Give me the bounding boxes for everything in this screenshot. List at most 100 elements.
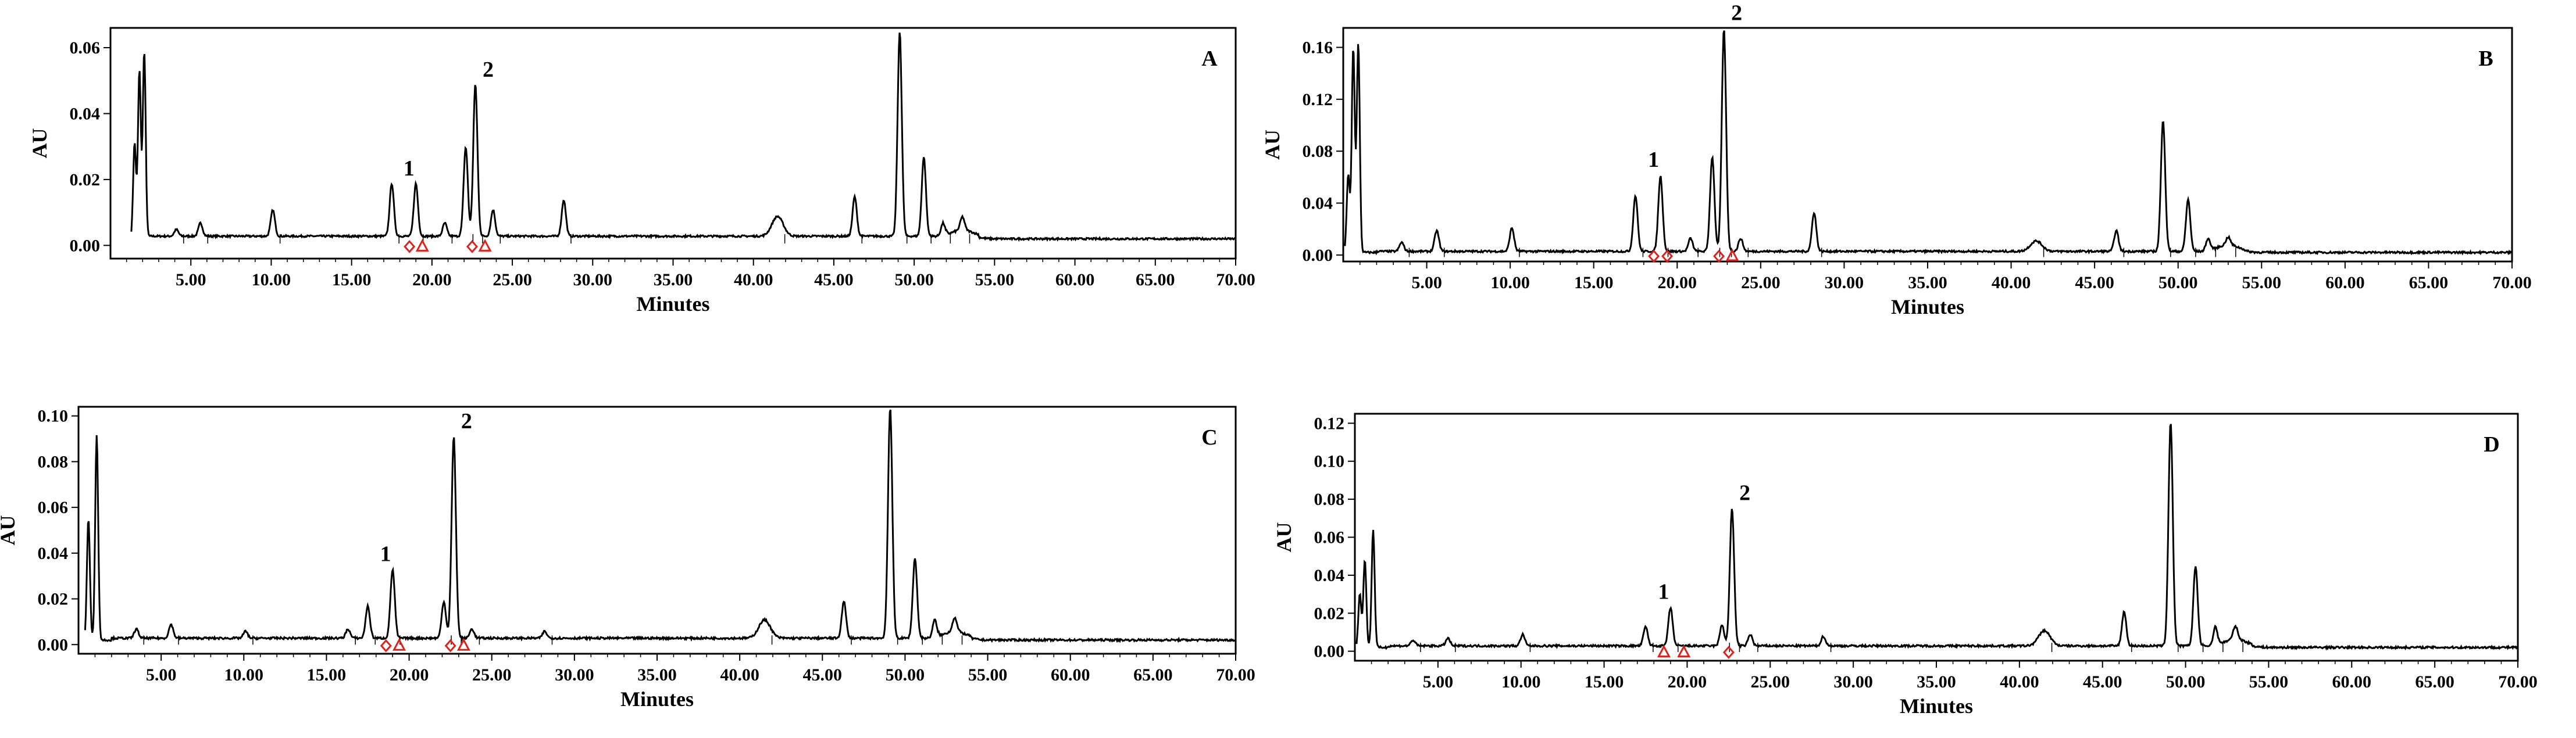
peak-end-marker [1677,644,1691,658]
x-tick-label: 10.00 [1501,672,1541,692]
x-tick-label: 40.00 [720,665,759,685]
x-tick-label: 25.00 [1741,273,1781,292]
y-tick-label: 0.10 [1314,452,1345,471]
x-axis-title: Minutes [637,292,710,316]
peak-end-marker [393,638,406,651]
y-axis-title: AU [28,128,51,159]
x-tick-label: 50.00 [2158,273,2198,292]
x-tick-label: 70.00 [2492,273,2532,292]
panel-C: 5.00 10.00 15.00 20.00 25.00 30.00 35.00 40.00 4… [0,406,1255,711]
x-tick-label: 45.00 [2083,672,2122,692]
plot-frame [109,27,1237,260]
y-tick-label: 0.16 [1303,38,1333,58]
x-tick-label: 15.00 [1574,273,1614,292]
y-tick-label: 0.02 [38,590,69,609]
panel-letter: B [2478,46,2493,71]
x-tick-label: 15.00 [332,270,372,289]
peak-label-2: 2 [1739,481,1750,506]
peak-label-1: 1 [380,542,391,566]
x-tick-label: 30.00 [1825,273,1864,292]
peak-end-marker [1725,248,1739,261]
peak-label-1: 1 [1658,580,1669,604]
x-tick-label: 50.00 [886,665,925,685]
y-tick-label: 0.00 [70,236,101,255]
x-tick-label: 35.00 [1908,273,1947,292]
x-tick-label: 45.00 [2075,273,2114,292]
x-tick-label: 45.00 [814,270,854,289]
plot-frame [1342,27,2513,263]
peak-start-marker [1648,249,1660,263]
x-tick-label: 50.00 [894,270,934,289]
panel-letter: C [1201,425,1217,450]
y-tick-label: 0.04 [1314,566,1345,585]
peak-start-marker [380,639,392,653]
y-tick-label: 0.04 [1303,194,1333,213]
peak-start-marker [466,240,478,253]
panel-B: 5.00 10.00 15.00 2 0.00 25.00 30.00 35.00 40.00 4… [1261,1,2532,318]
peak-start-marker [1661,249,1674,263]
x-axis-title: Minutes [1900,694,1973,718]
x-tick-label: 10.00 [252,270,291,289]
peak-start-marker [404,240,416,253]
y-tick-label: 0.02 [1314,604,1345,623]
plot-frame [1354,413,2519,662]
peak-label-2: 2 [483,58,494,82]
panel-letter: D [2484,432,2499,457]
peak-end-marker [456,638,470,651]
y-tick-label: 0.06 [1314,528,1345,547]
x-tick-label: 30.00 [1833,672,1873,692]
x-tick-label: 55.00 [2242,273,2282,292]
x-tick-label: 5.00 [146,665,177,685]
x-tick-label: 20.00 [412,270,452,289]
x-tick-label: 55.00 [2249,672,2289,692]
y-tick-label: 0.00 [1303,246,1333,265]
x-tick-label: 15.00 [307,665,347,685]
x-tick-label: 65.00 [1136,270,1175,289]
peak-end-marker [1657,644,1671,658]
x-tick-label: 55.00 [975,270,1015,289]
peak-start-marker [444,639,456,653]
x-tick-label: 45.00 [803,665,843,685]
x-tick-label: 70.00 [2498,672,2538,692]
chromatogram-trace [130,33,1237,242]
x-tick-label: 65.00 [1133,665,1173,685]
peak-label-1: 1 [1648,148,1659,172]
y-tick-label: 0.02 [70,170,101,189]
x-tick-label: 40.00 [1992,273,2031,292]
x-axis-title: Minutes [1891,295,1964,318]
x-axis-title: Minutes [620,687,694,711]
x-tick-label: 20.00 [1668,672,1707,692]
peak-label-2: 2 [461,409,472,434]
peak-end-marker [478,239,492,252]
y-tick-label: 0.10 [38,407,69,426]
y-tick-label: 0.08 [1314,490,1345,509]
y-tick-label: 0.04 [38,544,69,563]
x-tick-label: 55.00 [968,665,1008,685]
x-tick-label: 35.00 [1917,672,1956,692]
peak-label-1: 1 [404,156,415,181]
x-tick-label: 15.00 [1585,672,1624,692]
panel-A: 5.00 10.00 15.00 20.00 25.00 30.00 35.00 40.00 4… [28,27,1255,316]
x-tick-label: 10.00 [1490,273,1530,292]
x-tick-label: 10.00 [224,665,264,685]
y-tick-label: 0.08 [38,452,69,471]
x-tick-label: 25.00 [472,665,512,685]
y-tick-label: 0.08 [1303,142,1333,161]
x-tick-label: 30.00 [573,270,613,289]
chromatogram-trace [1344,30,2513,256]
x-tick-label: 25.00 [493,270,532,289]
x-tick-label: 20.00 [390,665,429,685]
y-tick-label: 0.06 [38,498,69,517]
x-tick-label: 40.00 [734,270,773,289]
y-axis-title: AU [1261,130,1284,160]
x-tick-label: 5.00 [1411,273,1442,292]
peak-label-2: 2 [1731,1,1742,25]
x-tick-label: 5.00 [176,270,206,289]
y-tick-label: 0.00 [1314,642,1345,661]
panel-letter: A [1201,46,1218,71]
x-tick-label: 60.00 [2325,273,2365,292]
x-tick-label: 40.00 [2000,672,2039,692]
y-tick-label: 0.12 [1314,414,1345,433]
x-tick-label: 35.00 [637,665,677,685]
